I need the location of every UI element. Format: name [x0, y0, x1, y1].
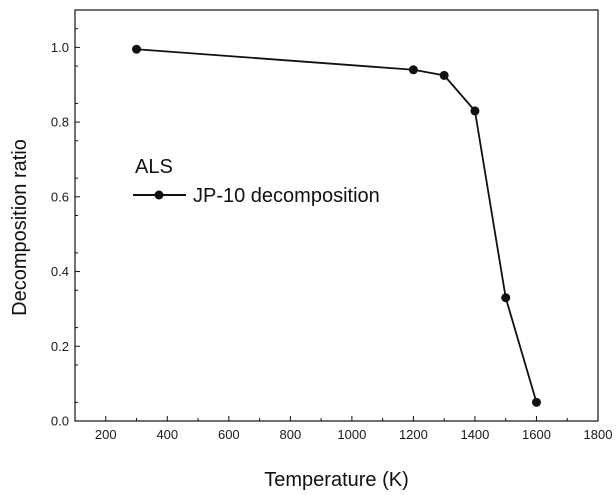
y-tick-label: 0.2 [51, 339, 69, 354]
x-tick-label: 1600 [522, 427, 551, 442]
x-tick-label: 1200 [399, 427, 428, 442]
y-axis-title: Decomposition ratio [9, 139, 31, 316]
plot-frame [74, 9, 599, 422]
x-axis-title: Temperature (K) [264, 469, 409, 491]
y-tick-label: 0.8 [51, 115, 69, 130]
x-tick-label: 1400 [460, 427, 489, 442]
data-point [408, 65, 418, 75]
x-tick-label: 1000 [337, 427, 366, 442]
x-tick-label: 400 [156, 427, 178, 442]
legend: ALS JP-10 decomposition [133, 156, 380, 207]
data-point [470, 106, 480, 116]
x-ticks: 200 400 600 800 1000 1200 1400 1600 1800 [74, 416, 613, 442]
axes [74, 9, 599, 422]
legend-title: ALS [135, 156, 173, 178]
y-tick-label: 0.4 [51, 264, 69, 279]
data-point [501, 293, 511, 303]
x-tick-label: 800 [280, 427, 302, 442]
series-line [136, 48, 538, 403]
data-point [531, 397, 541, 407]
y-tick-label: 1.0 [51, 40, 69, 55]
y-tick-label: 0.0 [51, 414, 69, 429]
x-tick-label: 1800 [584, 427, 613, 442]
y-tick-label: 0.6 [51, 189, 69, 204]
legend-series-label: JP-10 decomposition [193, 185, 380, 207]
data-point [439, 70, 449, 80]
x-tick-label: 200 [95, 427, 117, 442]
legend-marker [154, 190, 164, 200]
x-tick-label: 600 [218, 427, 240, 442]
series-layer [132, 44, 541, 407]
data-point [132, 44, 142, 54]
y-ticks: 0.0 0.2 0.4 0.6 0.8 1.0 [51, 28, 80, 429]
